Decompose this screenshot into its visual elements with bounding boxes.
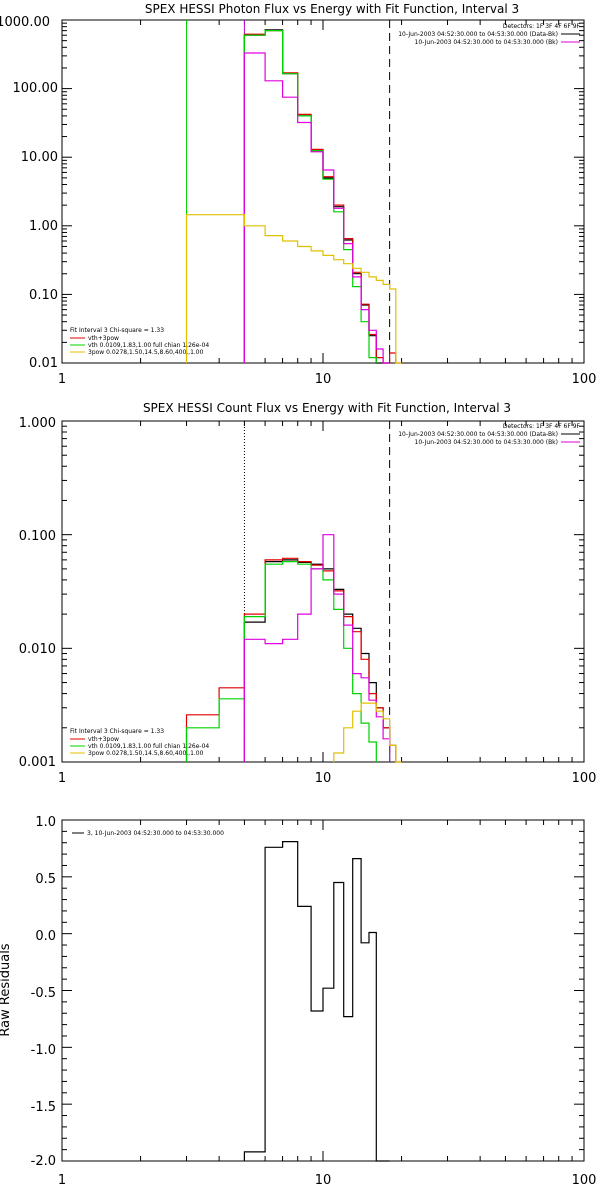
panel2-title: SPEX HESSI Count Flux vs Energy with Fit… <box>143 401 511 415</box>
histogram-series <box>333 702 402 763</box>
panel3-ytick-label: -2.0 <box>31 1154 56 1169</box>
panel1-ytick-label: 10.00 <box>21 150 58 165</box>
panel3-ytick-label: 1.0 <box>35 815 56 830</box>
panel-photon-flux: SPEX HESSI Photon Flux vs Energy with Fi… <box>0 2 596 387</box>
panel2-ytick-label: 0.010 <box>19 642 56 657</box>
panel1-vlines <box>186 20 391 363</box>
histogram-series <box>243 30 377 363</box>
panel2-ytick-label: 0.001 <box>19 755 56 770</box>
panel3-ytick-label: -0.5 <box>31 986 56 1001</box>
panel1-legend-bk: 10-Jun-2003 04:52:30.000 to 04:53:30.000… <box>415 39 558 46</box>
panel2-vlines <box>243 421 391 762</box>
histogram-series <box>243 534 391 762</box>
panel3-ylabel: Raw Residuals <box>0 943 13 1036</box>
panel1-series <box>185 29 402 364</box>
panel1-xtick-label: 1 <box>58 372 66 387</box>
histogram-series <box>185 214 402 364</box>
panel2-fit-total: vth+3pow <box>88 736 119 743</box>
histogram-series <box>243 52 390 364</box>
panel2-ytick-label: 1.000 <box>19 416 56 431</box>
panel2-fit-3pow: 3pow 0.0278,1.50,14.5,8.60,400.,1.00 <box>88 750 204 757</box>
histogram-series <box>243 559 391 762</box>
panel2-fit-vth: vth 0.0109,1.83,1.00 full chian 1.26e-04 <box>88 743 209 750</box>
panel1-fit-3pow: 3pow 0.0278,1.50,14.5,8.60,400.,1.00 <box>88 349 204 356</box>
panel1-ytick-label: 100.00 <box>13 81 59 96</box>
panel3-legend: 3, 10-Jun-2003 04:52:30.000 to 04:53:30.… <box>87 830 224 837</box>
panel2-fit-header: Fit Interval 3 Chi-square = 1.33 <box>70 728 164 735</box>
panel2-ticks <box>61 421 584 763</box>
panel3-ytick-label: 0.0 <box>35 929 56 944</box>
panel1-ytick-label: 0.10 <box>29 288 58 303</box>
panel1-xtick-label: 10 <box>315 372 332 387</box>
panel2-frame <box>61 420 585 763</box>
panel1-ytick-label: 0.01 <box>29 356 58 371</box>
panel-residuals: 1.0 0.5 0.0 -0.5 -1.0 -1.5 -2.0 1 10 100… <box>0 815 596 1188</box>
panel3-ytick-label: -1.5 <box>31 1100 56 1115</box>
panel1-title: SPEX HESSI Photon Flux vs Energy with Fi… <box>145 2 519 16</box>
panel3-xtick-label: 1 <box>58 1173 66 1188</box>
panel1-ytick-label: 1.00 <box>29 219 58 234</box>
panel3-xtick-label: 10 <box>315 1173 332 1188</box>
panel3-ytick-label: 0.5 <box>35 872 56 887</box>
panel3-series <box>243 841 390 1162</box>
panel2-xtick-label: 100 <box>572 771 597 786</box>
panel3-xtick-label: 100 <box>572 1173 597 1188</box>
panel1-legend-databk: 10-Jun-2003 04:52:30.000 to 04:53:30.000… <box>398 31 558 38</box>
panel2-legend-detectors: Detectors: 1F 3F 4F 6F 9F <box>503 423 581 430</box>
histogram-series <box>243 29 390 364</box>
panel1-ticks <box>61 20 584 364</box>
panel1-fit-header: Fit Interval 3 Chi-square = 1.33 <box>70 327 164 334</box>
panel2-series <box>185 534 402 763</box>
panel3-ytick-label: -1.0 <box>31 1043 56 1058</box>
panel1-frame <box>61 19 585 364</box>
panel1-fit-vth: vth 0.0109,1.83,1.00 full chian 1.26e-04 <box>88 342 209 349</box>
panel2-ytick-label: 0.100 <box>19 529 56 544</box>
panel1-fit-total: vth+3pow <box>88 335 119 342</box>
panel2-xtick-label: 10 <box>315 771 332 786</box>
histogram-series <box>185 561 377 762</box>
panel2-xtick-label: 1 <box>58 771 66 786</box>
panel2-legend-bk: 10-Jun-2003 04:52:30.000 to 04:53:30.000… <box>415 439 558 446</box>
panel1-ytick-label: 1000.00 <box>0 15 50 30</box>
panel2-legend-databk: 10-Jun-2003 04:52:30.000 to 04:53:30.000… <box>398 431 558 438</box>
panel1-legend-detectors: Detectors: 1F 3F 4F 6F 9F <box>503 23 581 30</box>
histogram-series <box>243 841 390 1162</box>
panel1-xtick-label: 100 <box>572 372 597 387</box>
panel3-ticks <box>61 819 584 1162</box>
panel-count-flux: SPEX HESSI Count Flux vs Energy with Fit… <box>19 401 597 786</box>
